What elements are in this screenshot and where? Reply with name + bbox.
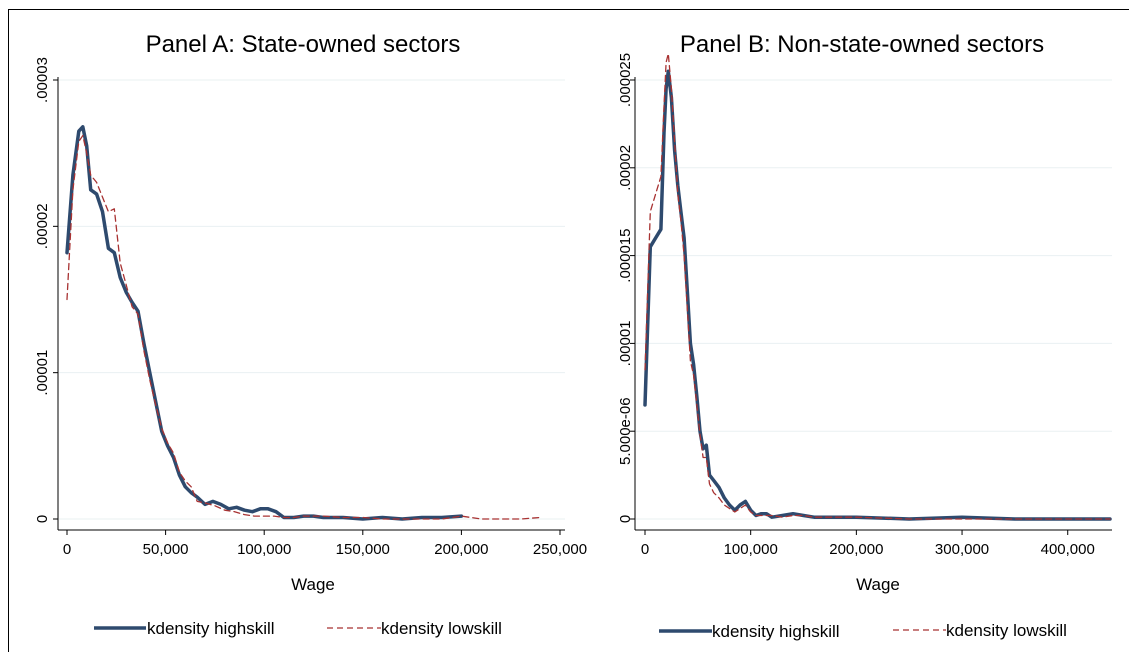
panel-b-x-tick-label: 200,000 xyxy=(829,541,883,558)
panel-a-x-tick-label: 100,000 xyxy=(237,541,291,558)
panel-b-y-tick-label: 0 xyxy=(617,515,634,523)
panel-a-legend-label-lowskill: kdensity lowskill xyxy=(381,619,502,638)
panel-a-y-tick-label: .00003 xyxy=(34,57,51,103)
panel-b-y-tick-label: .000025 xyxy=(617,53,634,107)
panel-a-y-tick-label: .00002 xyxy=(34,203,51,249)
panel-a-x-axis: 0 50,000 100,000 150,000 200,000 250,000 xyxy=(58,529,587,558)
panel-a-x-tick-label: 250,000 xyxy=(533,541,587,558)
panel-a: Panel A: State-owned sectors Wage 0 .0000… xyxy=(34,31,587,638)
panel-b-x-tick-label: 400,000 xyxy=(1041,541,1095,558)
panel-a-x-tick-label: 50,000 xyxy=(143,541,189,558)
panel-b-y-axis: 0 5.000e-06 .00001 .000015 .00002 .000025 xyxy=(617,53,636,530)
panel-b-x-tick-label: 0 xyxy=(641,541,649,558)
panel-a-legend-label-highskill: kdensity highskill xyxy=(147,619,275,638)
panel-b-x-tick-label: 300,000 xyxy=(935,541,989,558)
panel-a-x-tick-label: 200,000 xyxy=(434,541,488,558)
panel-b-x-axis-title: Wage xyxy=(856,575,900,594)
panel-b-legend: kdensity highskill kdensity lowskill xyxy=(659,621,1067,641)
figure-frame xyxy=(8,9,1129,652)
panel-a-title: Panel A: State-owned sectors xyxy=(146,31,461,58)
panel-b-y-tick-label: 5.000e-06 xyxy=(617,397,634,465)
panel-b-series-lowskill-line xyxy=(644,53,1111,520)
panel-b: Panel B: Non-state-owned sectors Wage 0 5… xyxy=(617,31,1112,641)
panel-a-x-axis-title: Wage xyxy=(291,575,335,594)
panel-b-legend-label-lowskill: kdensity lowskill xyxy=(946,621,1067,640)
panel-a-gridlines xyxy=(59,79,565,520)
panel-b-title: Panel B: Non-state-owned sectors xyxy=(680,31,1044,58)
panel-b-x-axis: 0 100,000 200,000 300,000 400,000 xyxy=(635,529,1112,558)
panel-b-series xyxy=(643,53,1112,521)
panel-b-y-tick-label: .00001 xyxy=(617,320,634,366)
panel-b-x-tick-label: 100,000 xyxy=(724,541,778,558)
panel-a-series-lowskill-line xyxy=(66,134,541,520)
panel-a-y-tick-label: .00001 xyxy=(34,350,51,396)
panel-a-x-tick-label: 0 xyxy=(63,541,71,558)
panel-a-series xyxy=(65,125,541,521)
panel-b-legend-label-highskill: kdensity highskill xyxy=(712,622,840,641)
panel-a-y-tick-label: 0 xyxy=(34,515,51,523)
panel-a-legend: kdensity highskill kdensity lowskill xyxy=(94,619,502,638)
panel-b-y-tick-label: .000015 xyxy=(617,228,634,282)
panel-a-y-axis: 0 .00001 .00002 .00003 xyxy=(34,57,59,530)
panel-b-y-tick-label: .00002 xyxy=(617,145,634,191)
panel-a-x-tick-label: 150,000 xyxy=(336,541,390,558)
